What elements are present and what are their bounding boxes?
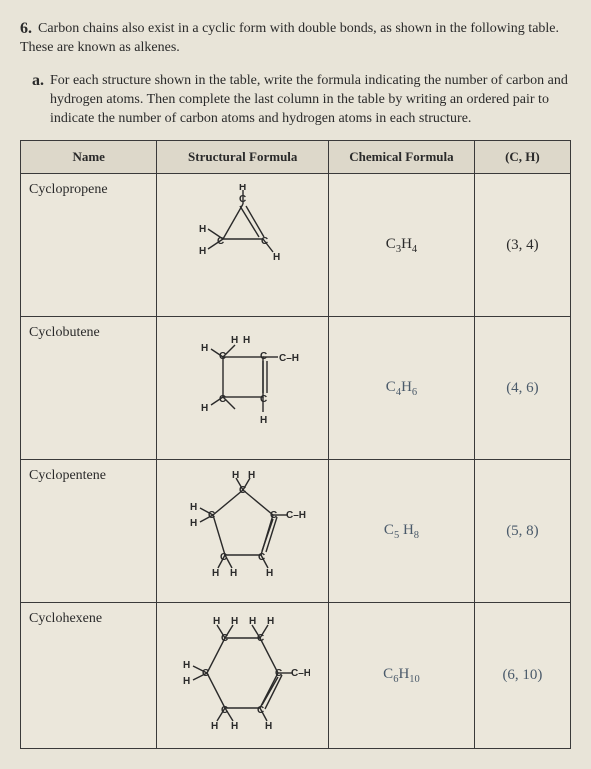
svg-text:C–H: C–H (279, 353, 299, 364)
svg-text:H: H (211, 721, 218, 732)
alkene-table: Name Structural Formula Chemical Formula… (20, 140, 571, 749)
svg-text:H: H (260, 415, 267, 426)
question-number: 6. (20, 20, 32, 38)
svg-text:H: H (183, 660, 190, 671)
cell-name: Cyclobutene (21, 317, 157, 460)
svg-text:H: H (243, 335, 250, 346)
svg-text:H: H (249, 616, 256, 627)
cell-structural: CCCCC HHHH HHH C–H (157, 460, 329, 603)
svg-text:H: H (266, 568, 273, 579)
svg-text:C: C (219, 394, 226, 405)
cell-chemical: C5 H8 (329, 460, 475, 603)
svg-text:C: C (220, 552, 227, 563)
subpart-letter: a. (32, 72, 44, 90)
svg-text:C: C (221, 633, 228, 644)
svg-text:C: C (221, 705, 228, 716)
svg-text:H: H (231, 616, 238, 627)
svg-text:H: H (190, 518, 197, 529)
cell-pair: (6, 10) (474, 603, 570, 749)
question-block: 6. Carbon chains also exist in a cyclic … (20, 20, 571, 128)
cell-chemical: C6H10 (329, 603, 475, 749)
svg-text:H: H (273, 252, 280, 263)
svg-text:H: H (232, 470, 239, 481)
svg-text:H: H (201, 403, 208, 414)
question-intro: Carbon chains also exist in a cyclic for… (20, 20, 571, 58)
cell-pair: (5, 8) (474, 460, 570, 603)
svg-text:H: H (199, 224, 206, 235)
cell-name: Cyclopropene (21, 174, 157, 317)
cell-pair: (3, 4) (474, 174, 570, 317)
svg-text:H: H (231, 335, 238, 346)
svg-text:C: C (257, 633, 264, 644)
svg-text:C: C (258, 552, 265, 563)
table-row: Cyclopentene CCCCC HHHH HHH C–H C5 H8(5,… (21, 460, 571, 603)
table-row: Cyclopropene CCC HHHH C3H4(3, 4) (21, 174, 571, 317)
svg-text:C: C (260, 351, 267, 362)
svg-text:C: C (270, 510, 277, 521)
svg-text:C: C (208, 510, 215, 521)
table-row: Cyclohexene CCC CCC HHHH HH HHH C–H C6H1… (21, 603, 571, 749)
svg-text:C: C (217, 236, 224, 247)
cell-name: Cyclohexene (21, 603, 157, 749)
svg-text:C–H: C–H (291, 668, 310, 679)
svg-text:C: C (239, 194, 246, 205)
svg-text:H: H (265, 721, 272, 732)
svg-text:C: C (219, 351, 226, 362)
svg-text:C: C (275, 668, 282, 679)
cell-structural: CCC HHHH (157, 174, 329, 317)
svg-text:H: H (212, 568, 219, 579)
col-pair: (C, H) (474, 141, 570, 174)
col-chemical: Chemical Formula (329, 141, 475, 174)
svg-text:C: C (257, 705, 264, 716)
svg-text:C: C (260, 394, 267, 405)
svg-text:H: H (239, 184, 246, 193)
svg-text:C: C (202, 668, 209, 679)
svg-text:H: H (230, 568, 237, 579)
cell-pair: (4, 6) (474, 317, 570, 460)
subpart-text: For each structure shown in the table, w… (50, 72, 571, 129)
svg-text:C: C (261, 236, 268, 247)
svg-text:H: H (267, 616, 274, 627)
table-row: Cyclobutene CCCC HHHH C–HH C4H6(4, 6) (21, 317, 571, 460)
cell-structural: CCCC HHHH C–HH (157, 317, 329, 460)
svg-text:H: H (248, 470, 255, 481)
svg-text:H: H (190, 502, 197, 513)
svg-text:C: C (239, 485, 246, 496)
col-structural: Structural Formula (157, 141, 329, 174)
svg-text:H: H (199, 246, 206, 257)
cell-chemical: C4H6 (329, 317, 475, 460)
svg-text:H: H (231, 721, 238, 732)
cell-name: Cyclopentene (21, 460, 157, 603)
svg-text:H: H (183, 676, 190, 687)
svg-text:H: H (213, 616, 220, 627)
svg-text:H: H (201, 343, 208, 354)
table-header-row: Name Structural Formula Chemical Formula… (21, 141, 571, 174)
col-name: Name (21, 141, 157, 174)
cell-structural: CCC CCC HHHH HH HHH C–H (157, 603, 329, 749)
svg-text:C–H: C–H (286, 510, 306, 521)
cell-chemical: C3H4 (329, 174, 475, 317)
